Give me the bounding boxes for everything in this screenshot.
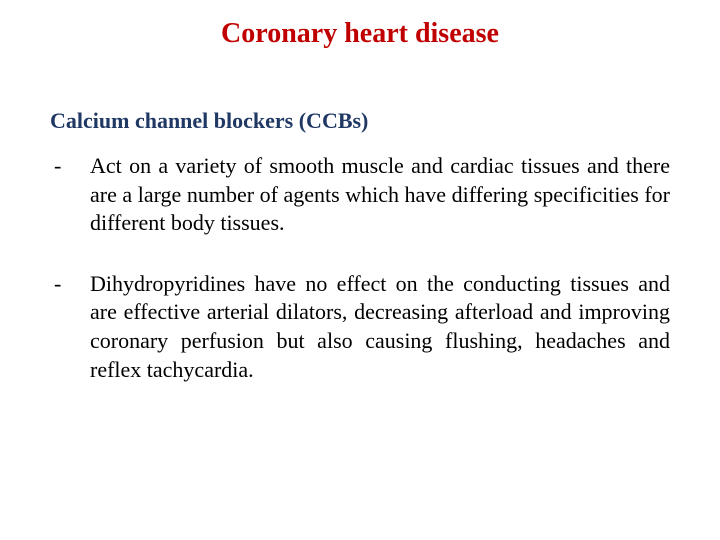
list-item: Dihydropyridines have no effect on the c… xyxy=(50,270,670,384)
slide-title: Coronary heart disease xyxy=(50,18,670,50)
bullet-list: Act on a variety of smooth muscle and ca… xyxy=(50,152,670,384)
slide: Coronary heart disease Calcium channel b… xyxy=(0,0,720,540)
list-item: Act on a variety of smooth muscle and ca… xyxy=(50,152,670,238)
section-subheading: Calcium channel blockers (CCBs) xyxy=(50,108,670,134)
